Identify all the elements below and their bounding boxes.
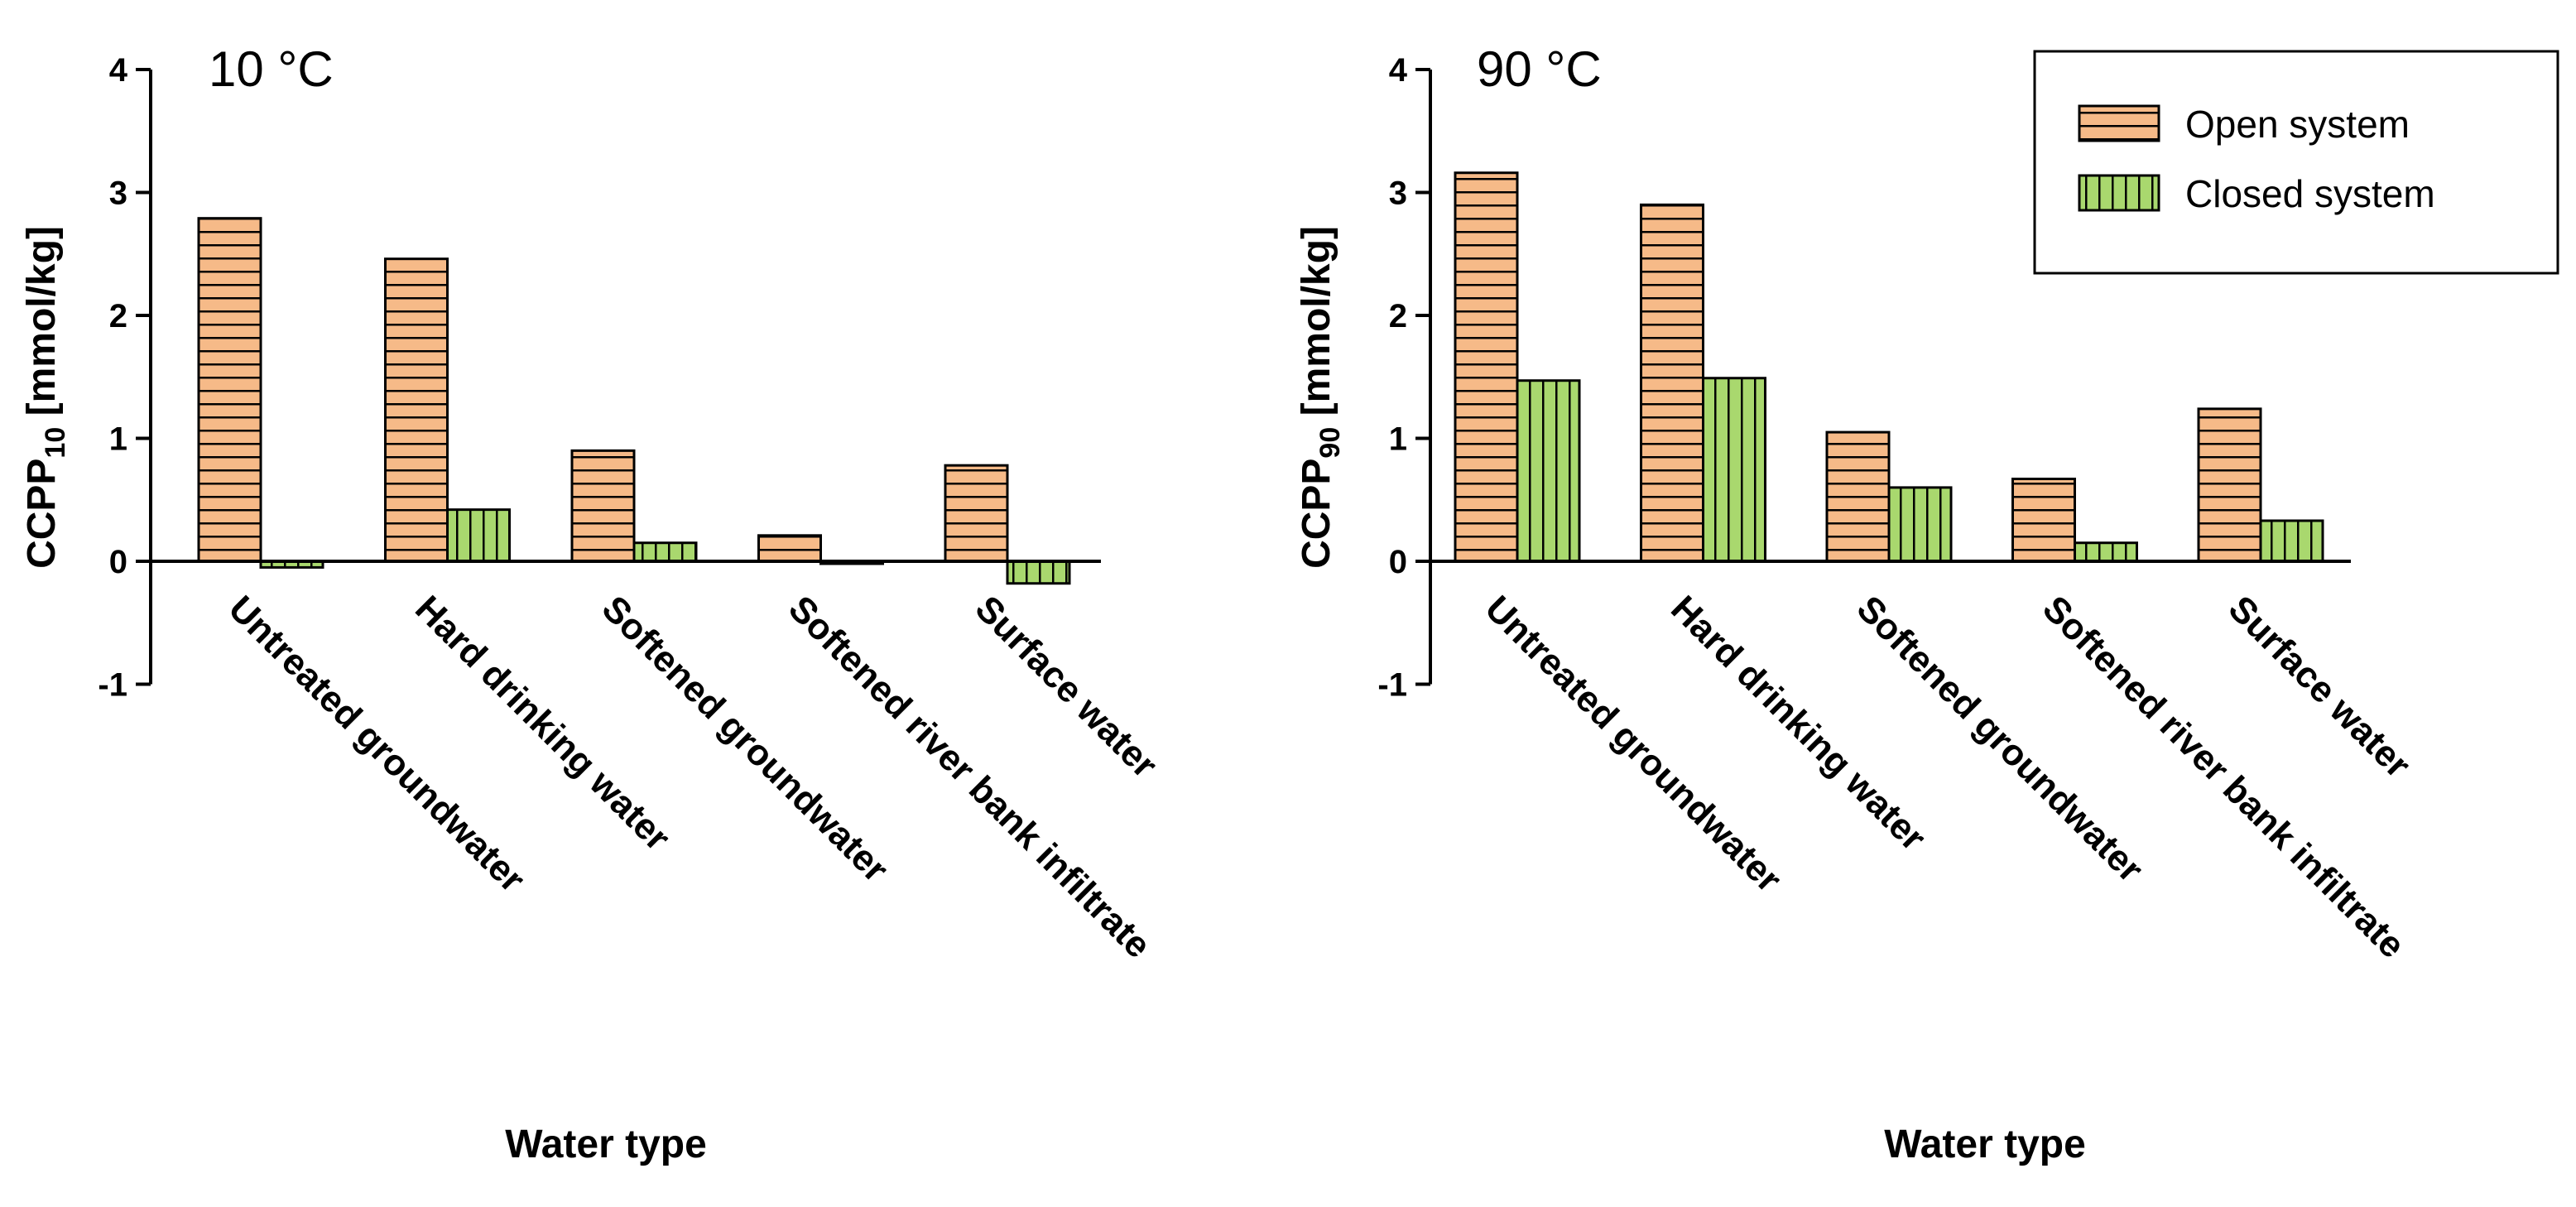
legend-swatch-closed: [2078, 174, 2160, 212]
bar-closed-system: [1702, 377, 1766, 563]
chart-10c: 10 °C CCPP10 [mmol/kg] Water type -1 0 1 2 3…: [20, 41, 1165, 1166]
y-tick-label: 1: [109, 421, 127, 458]
bar-open-system: [757, 534, 822, 563]
x-tick-label: Surface water: [2221, 588, 2419, 786]
y-axis-title: CCPP10 [mmol/kg]: [20, 226, 71, 569]
y-tick-label: 2: [1389, 298, 1407, 334]
x-tick-label: Softened river bank infiltrate: [781, 588, 1158, 965]
bar-open-system: [2197, 407, 2262, 563]
y-tick-label: 3: [109, 176, 127, 212]
y-tick-label: 4: [109, 52, 128, 89]
legend-label-open: Open system: [2185, 103, 2410, 146]
legend-label-closed: Closed system: [2185, 172, 2435, 215]
x-tick-label: Untreated groundwater: [1478, 588, 1790, 900]
legend-frame: [2033, 50, 2559, 275]
y-tick-label: 0: [109, 544, 127, 580]
y-tick-label: -1: [1377, 667, 1407, 704]
bar-closed-system: [1516, 379, 1581, 563]
x-tick-label: Untreated groundwater: [221, 588, 533, 900]
bar-open-system: [2011, 478, 2076, 563]
chart-title: 90 °C: [1477, 41, 1602, 97]
bar-closed-system: [446, 508, 511, 563]
y-tick-label: 3: [1389, 176, 1407, 212]
bar-closed-system: [1006, 560, 1071, 585]
x-axis-title: Water type: [1884, 1123, 2086, 1166]
bar-closed-system: [1887, 486, 1953, 563]
x-tick-label: Surface water: [968, 588, 1165, 786]
y-tick-label: -1: [98, 667, 127, 704]
bar-open-system: [384, 257, 449, 563]
y-tick-label: 0: [1389, 544, 1407, 580]
x-tick-label: Softened river bank infiltrate: [2035, 588, 2412, 965]
x-axis-title: Water type: [505, 1123, 707, 1166]
y-axis-title: CCPP90 [mmol/kg]: [1295, 226, 1346, 569]
bar-closed-system: [632, 541, 698, 563]
bar-open-system: [944, 464, 1009, 563]
bar-open-system: [1454, 171, 1519, 563]
legend: Open system Closed system: [2033, 50, 2559, 275]
y-tick-label: 2: [109, 298, 127, 334]
bar-open-system: [570, 449, 636, 563]
bar-open-system: [1825, 430, 1891, 563]
bar-open-system: [197, 217, 262, 563]
legend-swatch-open: [2078, 104, 2160, 142]
y-tick-label: 1: [1389, 421, 1407, 458]
y-tick-label: 4: [1389, 52, 1408, 89]
bar-closed-system: [2259, 519, 2324, 563]
bar-open-system: [1640, 203, 1704, 563]
bar-closed-system: [2074, 541, 2138, 563]
chart-title: 10 °C: [209, 41, 334, 97]
